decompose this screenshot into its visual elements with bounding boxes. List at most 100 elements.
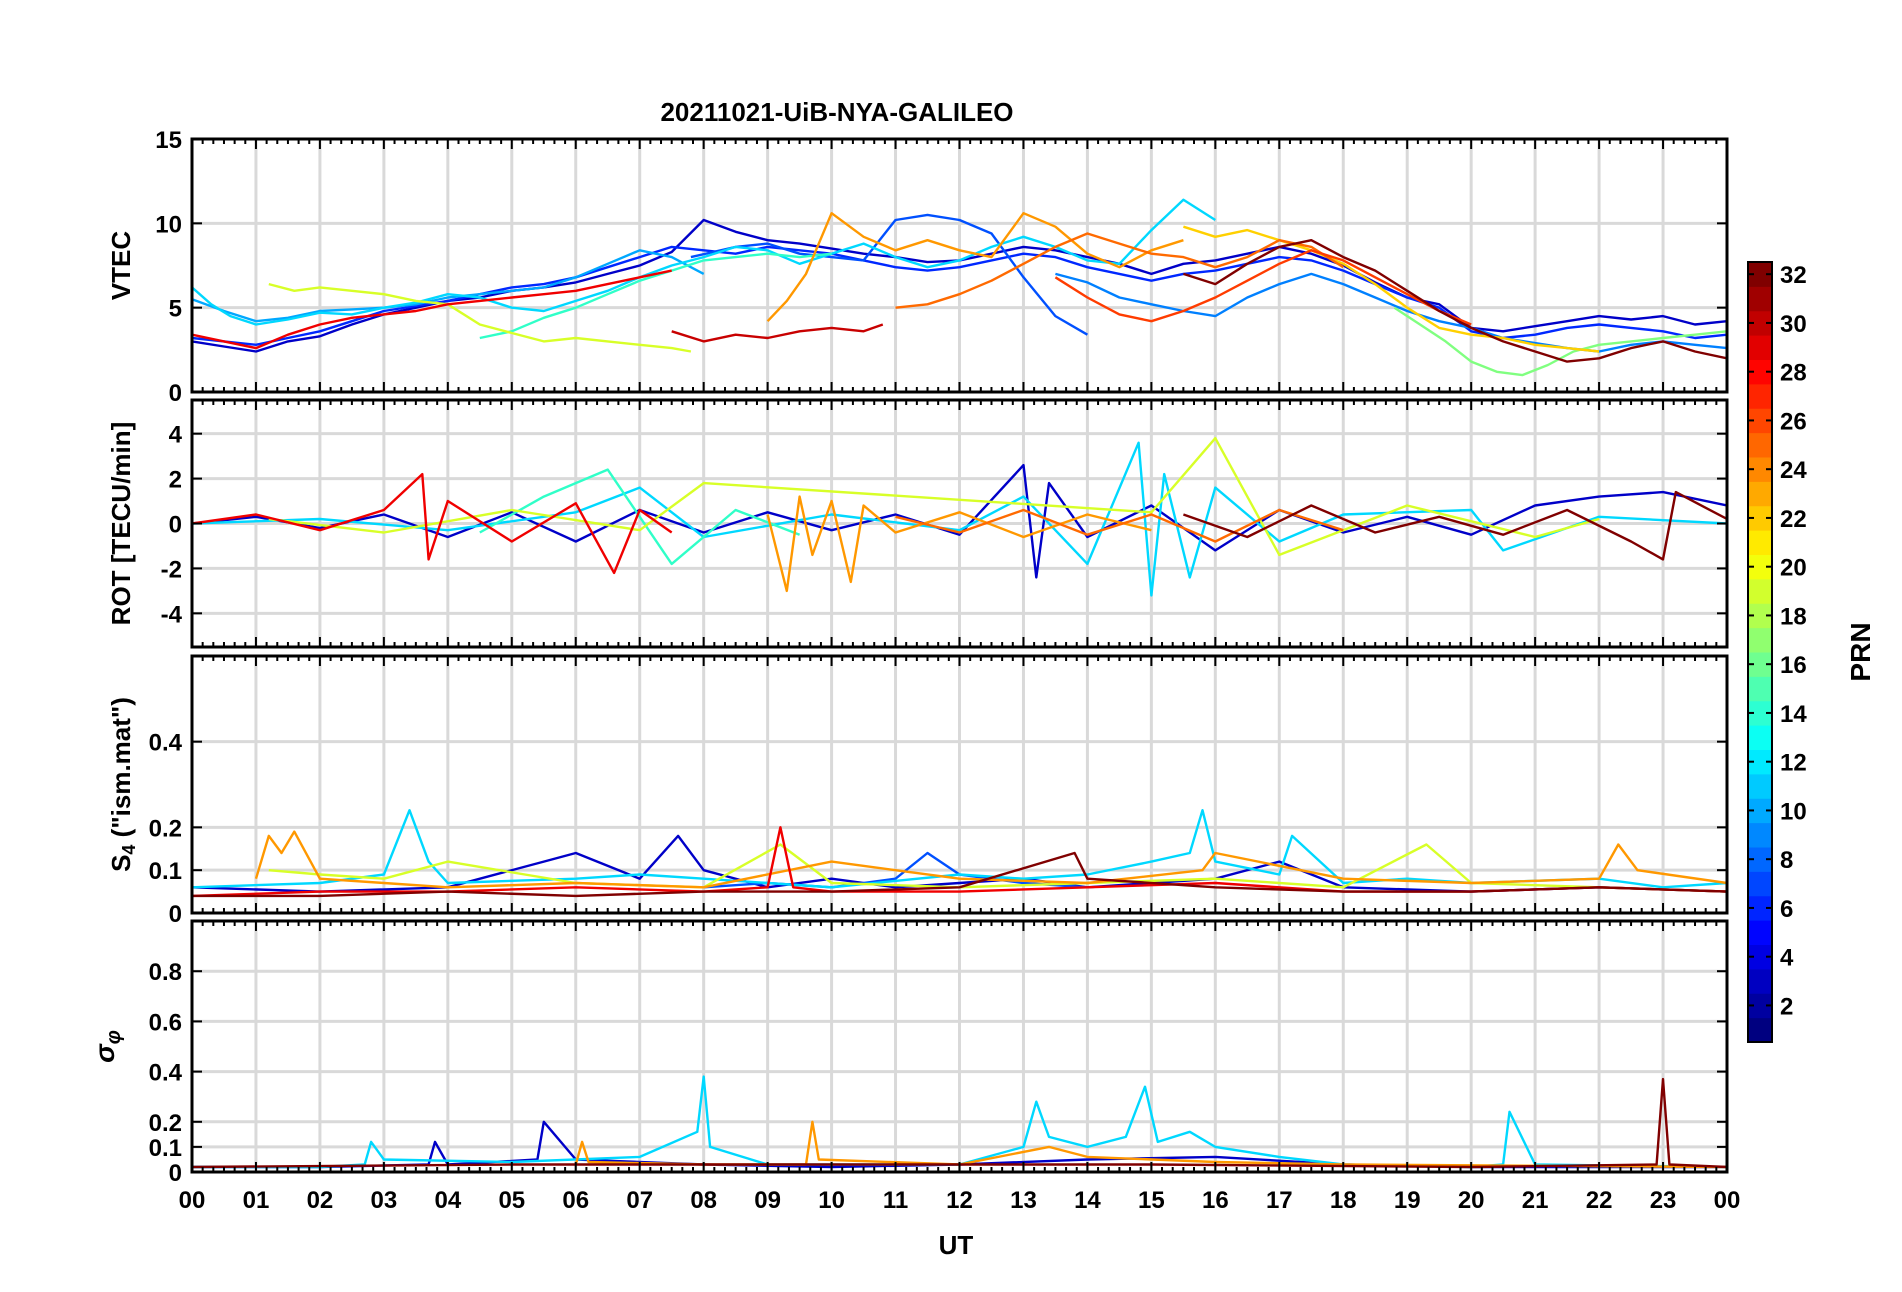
series-prn-26 — [1054, 249, 1472, 326]
x-tick-label: 14 — [1074, 1187, 1101, 1214]
x-tick-label: 00 — [1714, 1187, 1741, 1214]
series-prn-22 — [766, 211, 1184, 323]
series-prn-24 — [895, 508, 1344, 543]
y-tick-label: 0 — [169, 380, 182, 407]
colorbar-tick-label: 18 — [1780, 603, 1807, 630]
x-tick-label: 03 — [371, 1187, 398, 1214]
y-tick-label: 0.2 — [149, 815, 182, 842]
colorbar-level — [1748, 676, 1772, 702]
series-prn-22 — [254, 830, 1727, 889]
figure-title: 20211021-UiB-NYA-GALILEO — [660, 97, 1013, 127]
colorbar-level — [1748, 968, 1772, 994]
y-tick-label: 0.4 — [149, 730, 183, 757]
x-tick-label: 02 — [307, 1187, 334, 1214]
y-tick-label: 5 — [169, 296, 182, 323]
series-prn-30 — [671, 323, 884, 343]
y-tick-label: 0.4 — [149, 1060, 183, 1087]
colorbar-tick-label: 24 — [1780, 457, 1807, 484]
colorbar-tick-label: 6 — [1780, 896, 1793, 923]
x-tick-label: 01 — [243, 1187, 270, 1214]
colorbar-tick-label: 8 — [1780, 847, 1793, 874]
colorbar-level — [1748, 1017, 1772, 1043]
x-tick-label: 07 — [626, 1187, 653, 1214]
colorbar-level — [1748, 286, 1772, 312]
colorbar-tick-label: 16 — [1780, 652, 1807, 679]
x-tick-label: 21 — [1522, 1187, 1549, 1214]
series-group — [192, 437, 1727, 597]
series-prn-32 — [192, 851, 1727, 898]
colorbar-level — [1748, 871, 1772, 897]
series-prn-2 — [192, 463, 1727, 579]
y-axis-label: ROT [TECU/min] — [106, 422, 136, 626]
colorbar-label: PRN — [1845, 622, 1876, 681]
y-tick-label: 0 — [169, 1160, 182, 1187]
colorbar-level — [1748, 920, 1772, 945]
x-tick-label: 04 — [434, 1187, 461, 1214]
x-tick-label: 16 — [1202, 1187, 1229, 1214]
series-prn-18 — [268, 282, 692, 353]
series-prn-12 — [192, 809, 1727, 889]
series-prn-6 — [690, 213, 1089, 336]
x-tick-label: 18 — [1330, 1187, 1357, 1214]
series-prn-14 — [479, 252, 832, 340]
x-tick-label: 22 — [1586, 1187, 1613, 1214]
colorbar-tick-label: 28 — [1780, 360, 1807, 387]
colorbar-level — [1748, 383, 1772, 409]
x-tick-label: 00 — [179, 1187, 206, 1214]
colorbar-level — [1748, 822, 1772, 848]
series-prn-14 — [479, 468, 801, 566]
colorbar-tick-label: 2 — [1780, 993, 1793, 1020]
y-tick-label: -2 — [161, 556, 182, 583]
panel-2: -4 -2 0 2 4 ROT [TECU/min] — [106, 398, 1729, 649]
series-prn-28 — [192, 472, 673, 575]
y-tick-label: 0.1 — [149, 858, 182, 885]
colorbar-tick-label: 32 — [1780, 262, 1807, 289]
x-tick-label: 23 — [1650, 1187, 1677, 1214]
y-tick-label: 0.6 — [149, 1009, 182, 1036]
x-tick-label: 13 — [1010, 1187, 1037, 1214]
x-tick-label: 20 — [1458, 1187, 1485, 1214]
x-tick-label: 05 — [498, 1187, 525, 1214]
colorbar-tick-label: 4 — [1780, 945, 1794, 972]
series-prn-18 — [268, 843, 1727, 893]
x-tick-label: 09 — [754, 1187, 781, 1214]
series-prn-2 — [192, 834, 1727, 893]
y-tick-label: 0.1 — [149, 1135, 182, 1162]
x-axis: 00 01 02 03 04 05 06 07 08 09 10 11 12 13 14 15 16 17 18 19… — [179, 1187, 1741, 1214]
series-prn-18 — [268, 437, 1600, 557]
colorbar-level — [1748, 432, 1772, 458]
colorbar-level — [1748, 335, 1772, 360]
x-tick-label: 15 — [1138, 1187, 1165, 1214]
series-group — [192, 198, 1727, 377]
x-tick-label: 08 — [690, 1187, 717, 1214]
colorbar-box — [1747, 261, 1773, 1043]
colorbar-level — [1748, 481, 1772, 507]
y-tick-label: 15 — [155, 127, 182, 154]
x-tick-label: 12 — [946, 1187, 973, 1214]
panel-3: 0 0.1 0.2 0.4 S4 ("ism.mat") — [106, 654, 1729, 928]
series-prn-20 — [1183, 225, 1600, 353]
y-tick-label: 0 — [169, 901, 182, 928]
x-tick-label: 17 — [1266, 1187, 1293, 1214]
colorbar-level — [1748, 773, 1772, 799]
series-prn-4 — [192, 245, 1727, 346]
colorbar-tick-label: 20 — [1780, 555, 1807, 582]
colorbar-tick-label: 26 — [1780, 408, 1807, 435]
series-prn-10 — [192, 249, 705, 323]
colorbar-tick-label: 10 — [1780, 798, 1807, 825]
colorbar-tick-label: 22 — [1780, 506, 1807, 533]
y-axis-label: VTEC — [106, 231, 136, 301]
series-prn-32 — [1183, 238, 1727, 363]
series-group — [192, 809, 1727, 898]
series-prn-15 — [1393, 306, 1727, 377]
y-tick-label: -4 — [161, 601, 183, 628]
y-axis-label: σφ — [89, 1030, 125, 1063]
colorbar-level — [1748, 627, 1772, 653]
colorbar-level — [1748, 530, 1772, 555]
x-tick-label: 19 — [1394, 1187, 1421, 1214]
y-tick-label: 0.8 — [149, 959, 182, 986]
series-prn-24 — [895, 232, 1344, 309]
